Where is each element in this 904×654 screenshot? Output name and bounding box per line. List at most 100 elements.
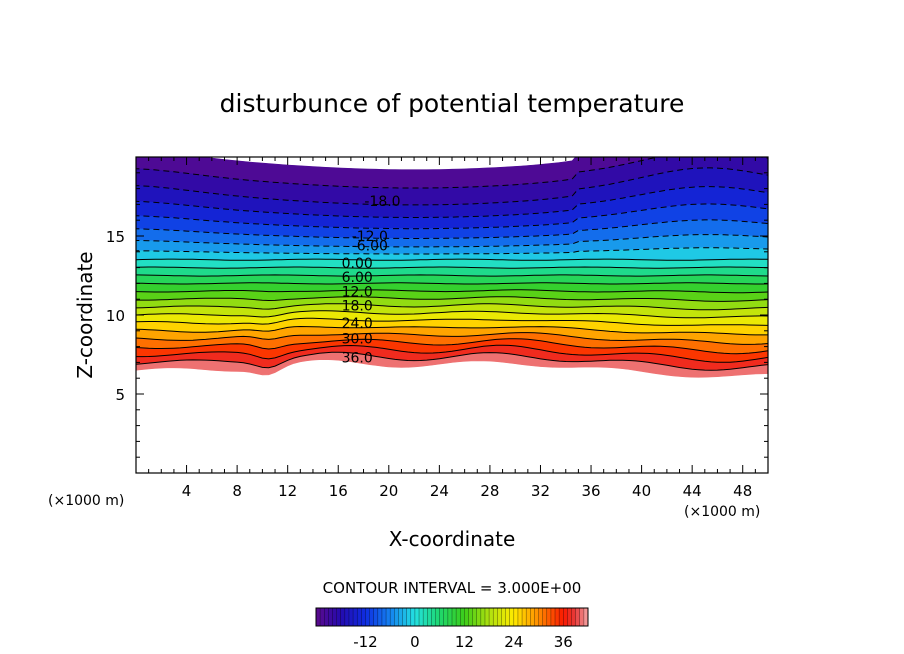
colorbar-swatch [332,608,337,626]
colorbar-swatch [534,608,539,626]
contour-line [136,325,768,336]
colorbar-swatch [468,608,473,626]
colorbar-swatch [386,608,391,626]
colorbar-tick-label: 36 [554,633,573,651]
x-tick-label: 12 [278,482,297,500]
colorbar-swatch [344,608,350,626]
colorbar-swatch [443,608,449,626]
colorbar-swatch [398,608,403,626]
contour-line [136,266,768,269]
contour-line [136,186,768,218]
colorbar-swatch [328,608,333,626]
colorbar-swatch [559,608,564,626]
contour-line [136,157,768,189]
colorbar-swatch [517,608,523,626]
x-tick-label: 20 [379,482,398,500]
colorbar-swatch [361,608,366,626]
contour-line [136,289,768,294]
x-axis-ticks: 4 8 12 16 20 24 28 32 36 40 44 48 [148,157,756,500]
colorbar-tick-label: 12 [455,633,474,651]
colorbar-tick-label: -12 [353,633,378,651]
colorbar-swatch [456,608,461,626]
contour-label: -12.0 [352,229,388,245]
colorbar-swatch [348,608,354,626]
colorbar-swatch [406,608,412,626]
colorbar-swatch [377,608,383,626]
x-tick-label: 40 [632,482,651,500]
colorbar-swatch [476,608,482,626]
contour-line [136,317,768,326]
contour-line [136,203,768,230]
contour-line [136,303,768,311]
x-tick-label: 32 [531,482,550,500]
x-tick-label: 48 [733,482,752,500]
chart-title: disturbunce of potential temperature [220,89,685,118]
colorbar-swatch [497,608,502,626]
colorbar-swatch [509,608,515,626]
contour-interval-text: CONTOUR INTERVAL = 3.000E+00 [323,579,582,597]
colorbar-tick-label: 0 [410,633,420,651]
contour-label: 24.0 [342,316,373,332]
x-tick-label: 4 [182,482,192,500]
colorbar-swatch [373,608,379,626]
colorbar-swatch [460,608,465,626]
colorbar-swatch [579,608,585,626]
colorbar [315,607,589,627]
colorbar-swatch [340,608,346,626]
contour-line [136,344,768,363]
x-tick-label: 36 [581,482,600,500]
x-tick-label: 44 [683,482,702,500]
colorbar-swatch [402,608,407,626]
contour-line [136,258,768,261]
colorbar-tick-labels: -12 0 12 24 36 [353,633,573,651]
contour-line [136,338,768,355]
colorbar-swatch [439,608,445,626]
contour-label: 36.0 [342,351,373,367]
contour-label: 18.0 [342,299,373,315]
colorbar-swatch [567,608,572,626]
colorbar-swatch [410,608,416,626]
colorbar-swatch [435,608,440,626]
colorbar-swatch [427,608,432,626]
colorbar-swatch [550,608,556,626]
colorbar-swatch [369,608,374,626]
colorbar-swatch [538,608,543,626]
y-tick-label: 10 [106,307,125,325]
contour-label: -6.00 [352,238,388,254]
colorbar-swatch [316,608,321,626]
contour-line [136,296,768,302]
colorbar-swatch [320,608,325,626]
colorbar-swatch [394,608,399,626]
colorbar-swatch [546,608,552,626]
colorbar-swatch [431,608,436,626]
contour-line [136,274,768,277]
colorbar-swatch [542,608,548,626]
contour-line [136,351,768,371]
colorbar-swatch [365,608,370,626]
colorbar-swatch [324,608,329,626]
colorbar-swatch [464,608,469,626]
contour-line [136,282,768,285]
contour-line [136,310,768,319]
colorbar-swatch [390,608,395,626]
contour-line-layer [136,157,768,371]
x-unit-label: (×1000 m) [48,493,124,509]
x-tick-label: 8 [232,482,242,500]
x-tick-label: 16 [329,482,348,500]
contour-line [136,167,768,206]
contour-label: 0.00 [342,256,373,272]
colorbar-swatch [513,608,519,626]
colorbar-swatch [381,608,387,626]
colorbar-swatch [336,608,342,626]
colorbar-swatch [353,608,358,626]
colorbar-swatch [522,608,527,626]
x-tick-label: 24 [430,482,449,500]
y-axis-label: Z-coordinate [73,251,97,378]
colorbar-swatch [423,608,428,626]
colorbar-swatch [357,608,362,626]
contour-label: -18.0 [364,194,400,210]
y-axis-ticks: 5 10 15 [106,172,768,458]
colorbar-swatch [480,608,486,626]
